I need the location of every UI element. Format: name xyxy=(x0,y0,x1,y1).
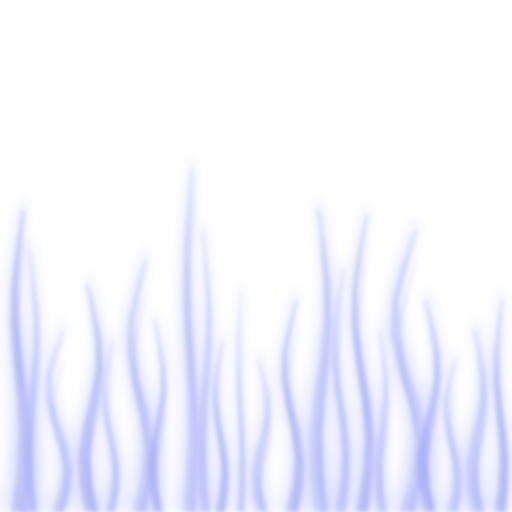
image-canvas xyxy=(0,0,512,512)
white-wash xyxy=(0,0,512,512)
flame-ribbons xyxy=(0,0,512,512)
blue-flame-texture xyxy=(0,0,512,512)
